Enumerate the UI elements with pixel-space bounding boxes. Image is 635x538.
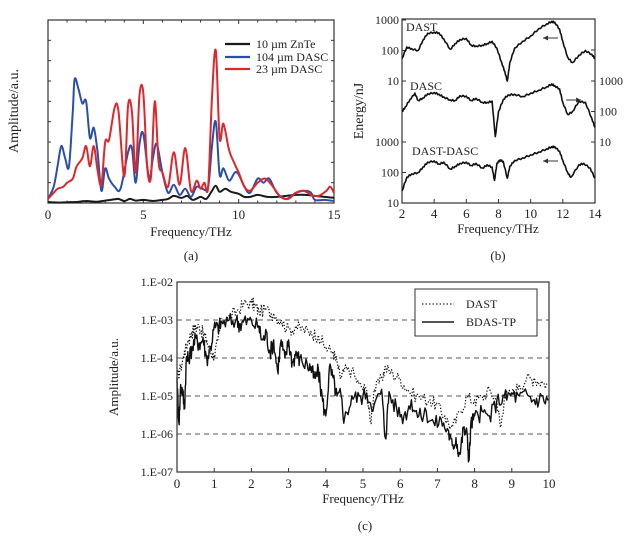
series-dasc-arrowhead	[576, 97, 582, 103]
panel-c-xtick-label: 4	[323, 476, 330, 491]
panel-c-ticks: 1.E-02 1.E-03 1.E-04 1.E-05 1.E-06 1.E-070 1 2 3…	[141, 275, 556, 491]
panel-b-xtick-label: 2	[399, 206, 406, 221]
panel-c-ytick-label: 1.E-04	[141, 351, 173, 365]
panel-c-xtick-label: 1	[211, 476, 218, 491]
legend-label-bdas-tp: BDAS-TP	[466, 315, 516, 329]
panel-a-ylabel: Amplitude/a.u.	[7, 69, 22, 153]
series-dast-dasc-line	[401, 145, 596, 192]
panel-c-legend: DAST BDAS-TP	[414, 288, 538, 337]
series-dasc-104-line	[47, 77, 335, 202]
panel-b: 2 4 6 8 10 12 14 1000 100 10 1000 100 10 1000 100 10 En…	[352, 13, 623, 263]
panel-c-xtick-label: 3	[285, 476, 292, 491]
panel-c-ytick-label: 1.E-03	[141, 313, 173, 327]
panel-a-xlabel: Frequency/THz	[150, 224, 232, 239]
panel-a-xtick-label: 10	[232, 207, 245, 222]
series-znte-line	[47, 184, 335, 204]
series-dasc-line	[401, 83, 596, 138]
panel-c-ytick-label: 1.E-06	[141, 427, 173, 441]
series-dast-arrowhead	[543, 35, 549, 41]
panel-c-xtick-label: 10	[543, 476, 556, 491]
panel-a-frame	[47, 19, 335, 204]
panel-a-xtick-label: 0	[45, 207, 52, 222]
panel-c-ytick-label: 1.E-02	[141, 275, 173, 289]
panel-b-ytick-label: 100	[381, 44, 399, 58]
panel-b-ytick-label: 10	[387, 74, 399, 88]
panel-b-ytick-label: 1000	[375, 135, 399, 149]
series-bdas-tp-line	[176, 313, 550, 463]
panel-b-ytick-label: 100	[381, 166, 399, 180]
panel-c-lines	[176, 297, 550, 463]
panel-c-grid	[177, 319, 549, 435]
panel-b-ticks: 2 4 6 8 10 12 14 1000 100 10 1000 100 10 1000 100 10	[375, 13, 623, 221]
panel-b-ylabel: Energy/nJ	[352, 82, 367, 139]
panel-c-xtick-label: 8	[471, 476, 478, 491]
panel-b-xtick-label: 4	[431, 206, 438, 221]
panel-b-xtick-label: 10	[524, 206, 537, 221]
panel-a-xtick-label: 5	[140, 207, 147, 222]
panel-c-xtick-label: 0	[174, 476, 181, 491]
panel-b-xlabel: Frequency/THz	[457, 221, 539, 236]
panel-c-xtick-label: 9	[509, 476, 516, 491]
series-dast-line	[176, 297, 550, 430]
series-dast-dasc-arrowhead	[543, 158, 549, 164]
panel-c-ytick-label: 1.E-07	[141, 465, 173, 479]
panel-b-ytick-label: 1000	[375, 13, 399, 27]
legend-label-dasc-104: 104 µm DASC	[256, 50, 328, 64]
panel-b-ytick-label: 10	[387, 196, 399, 210]
panel-c-xtick-label: 2	[248, 476, 255, 491]
panel-b-lines	[401, 20, 596, 192]
panel-a-lines	[47, 48, 335, 204]
panel-b-label-dasc: DASC	[410, 79, 442, 93]
legend-label-dast: DAST	[466, 297, 498, 311]
series-dasc-23-line	[47, 48, 335, 201]
legend-label-dasc-23: 23 µm DASC	[256, 62, 322, 76]
panel-c-xtick-label: 7	[434, 476, 441, 491]
panel-a-legend: 10 µm ZnTe 104 µm DASC 23 µm DASC	[225, 37, 328, 76]
panel-c: 1.E-02 1.E-03 1.E-04 1.E-05 1.E-06 1.E-070 1 2 3…	[106, 275, 556, 533]
panel-b-xtick-label: 8	[495, 206, 502, 221]
panel-b-ytick-right-label: 10	[599, 135, 611, 149]
panel-a-xtick-label: 15	[328, 207, 341, 222]
series-dast-line	[401, 20, 596, 82]
panel-b-xtick-label: 14	[589, 206, 603, 221]
panel-b-ytick-right-label: 100	[599, 105, 617, 119]
panel-a-caption: (a)	[184, 248, 198, 263]
panel-c-ylabel: Amplitude/a.u.	[106, 338, 121, 416]
panel-c-ytick-label: 1.E-05	[141, 389, 173, 403]
panel-b-xtick-label: 12	[556, 206, 569, 221]
panel-b-xtick-label: 6	[463, 206, 470, 221]
panel-b-caption: (b)	[490, 248, 505, 263]
legend-label-znte: 10 µm ZnTe	[256, 37, 315, 51]
panel-c-xtick-label: 6	[397, 476, 404, 491]
panel-b-label-dast-dasc: DAST-DASC	[412, 144, 478, 158]
panel-c-xlabel: Frequency/THz	[322, 491, 404, 506]
panel-b-ytick-right-label: 1000	[599, 74, 623, 88]
panel-a: 0 5 10 15 Amplitude/a.u. Frequency/THz (a) …	[7, 19, 341, 263]
panel-c-xtick-label: 5	[360, 476, 367, 491]
panel-c-caption: (c)	[358, 518, 372, 533]
panel-b-label-dast: DAST	[406, 20, 438, 34]
legend-box	[414, 288, 538, 337]
